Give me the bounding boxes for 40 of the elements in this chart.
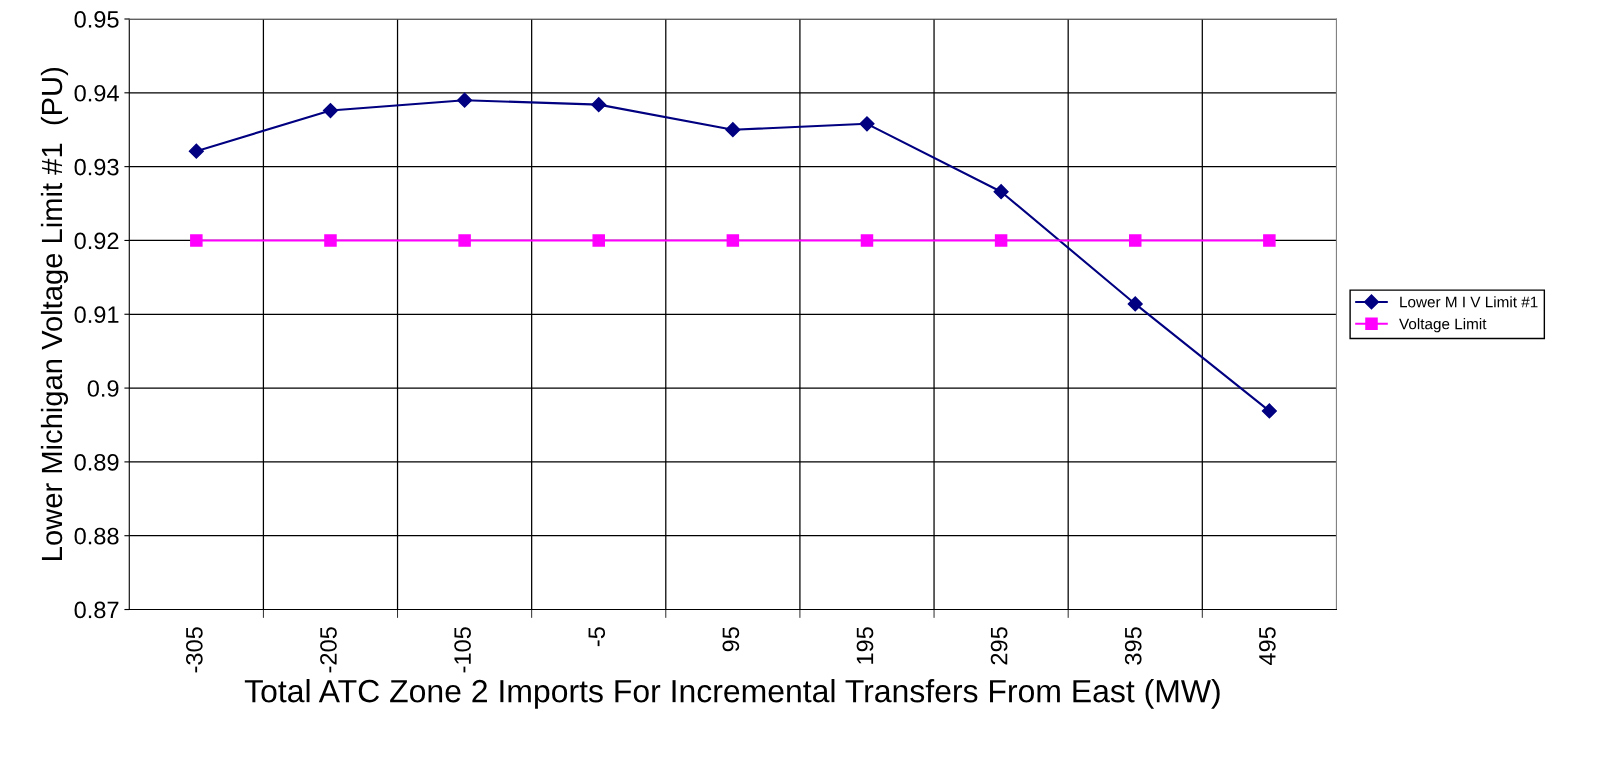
x-tick-label: -205 [320, 627, 337, 673]
legend-label: Lower M I V Limit #1 [1400, 296, 1538, 308]
x-tick-label: 95 [722, 627, 740, 652]
point [993, 184, 1009, 200]
point [458, 234, 471, 247]
x-tick-label: 395 [1124, 627, 1142, 665]
point [994, 234, 1008, 247]
y-tick-label: 0.89 [74, 453, 119, 471]
x-tick-label: -105 [454, 627, 471, 673]
point [188, 143, 204, 159]
y-tick-label: 0.92 [74, 232, 119, 250]
point [726, 234, 740, 247]
y-tick-label: 0.9 [87, 380, 119, 397]
point [859, 116, 875, 132]
point [591, 97, 607, 113]
y-axis-title: Lower Michigan Voltage Limit #1 (PU) [40, 68, 69, 560]
x-tick-label: -5 [588, 627, 606, 647]
x-tick-label: 195 [856, 627, 874, 664]
x-axis-title: Total ATC Zone 2 Imports For Incremental Transfers From East (MW) [244, 678, 1220, 709]
y-tick-label: 0.87 [74, 601, 119, 619]
point [1263, 234, 1276, 247]
point [1127, 296, 1143, 312]
x-tick-label: -305 [185, 627, 203, 673]
point [457, 92, 473, 108]
y-tick-label: 0.93 [74, 158, 119, 176]
y-tick-label: 0.95 [74, 11, 119, 28]
point [725, 122, 741, 138]
y-tick-label: 0.88 [74, 527, 119, 545]
point [860, 234, 874, 247]
point [190, 234, 203, 247]
point [1128, 234, 1142, 247]
point [322, 102, 339, 119]
y-tick-label: 0.91 [74, 306, 119, 324]
point [1261, 403, 1277, 419]
x-tick-label: 295 [990, 627, 1008, 665]
y-tick-label: 0.94 [74, 84, 119, 102]
x-tick-label: 495 [1258, 627, 1276, 666]
legend-label: Voltage Limit [1399, 318, 1487, 333]
point [592, 234, 605, 247]
point [324, 234, 337, 247]
